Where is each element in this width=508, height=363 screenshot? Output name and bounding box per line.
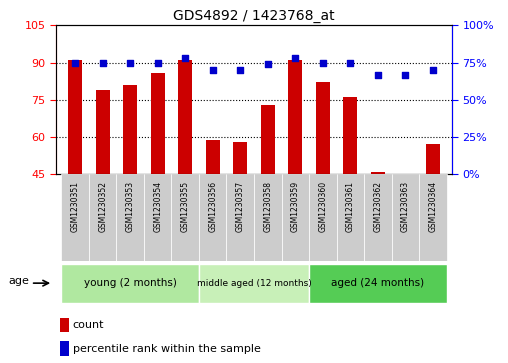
Text: percentile rank within the sample: percentile rank within the sample: [73, 343, 261, 354]
Bar: [96, 90, 110, 174]
Text: count: count: [73, 320, 104, 330]
Point: [236, 67, 244, 73]
Bar: [178, 60, 192, 174]
Bar: [261, 105, 275, 174]
Bar: [116, 174, 144, 261]
Bar: [206, 139, 219, 174]
Text: young (2 months): young (2 months): [84, 278, 177, 288]
Bar: [60, 342, 69, 356]
Text: GSM1230363: GSM1230363: [401, 181, 410, 232]
Title: GDS4892 / 1423768_at: GDS4892 / 1423768_at: [173, 9, 335, 23]
Bar: [426, 144, 440, 174]
Bar: [233, 142, 247, 174]
Text: GSM1230358: GSM1230358: [263, 181, 272, 232]
Point: [429, 67, 437, 73]
Text: GSM1230355: GSM1230355: [181, 181, 189, 232]
Point: [153, 60, 162, 65]
Bar: [371, 172, 385, 174]
Text: GSM1230352: GSM1230352: [98, 181, 107, 232]
Bar: [144, 174, 172, 261]
Point: [374, 72, 382, 77]
Point: [209, 67, 217, 73]
Bar: [171, 174, 199, 261]
Text: aged (24 months): aged (24 months): [331, 278, 424, 288]
Text: GSM1230359: GSM1230359: [291, 181, 300, 232]
Text: GSM1230354: GSM1230354: [153, 181, 162, 232]
Point: [181, 55, 189, 61]
Bar: [281, 174, 309, 261]
Bar: [61, 264, 199, 303]
Bar: [199, 264, 309, 303]
Bar: [61, 174, 89, 261]
Text: GSM1230362: GSM1230362: [373, 181, 383, 232]
Point: [319, 60, 327, 65]
Point: [264, 61, 272, 67]
Bar: [89, 174, 116, 261]
Text: GSM1230364: GSM1230364: [428, 181, 437, 232]
Bar: [199, 174, 227, 261]
Bar: [309, 174, 336, 261]
Bar: [343, 97, 357, 174]
Text: middle aged (12 months): middle aged (12 months): [197, 279, 311, 287]
Bar: [336, 174, 364, 261]
Point: [71, 60, 79, 65]
Bar: [364, 174, 392, 261]
Text: GSM1230357: GSM1230357: [236, 181, 245, 232]
Point: [126, 60, 134, 65]
Text: GSM1230361: GSM1230361: [346, 181, 355, 232]
Text: GSM1230353: GSM1230353: [125, 181, 135, 232]
Text: GSM1230351: GSM1230351: [71, 181, 80, 232]
Point: [346, 60, 355, 65]
Text: GSM1230356: GSM1230356: [208, 181, 217, 232]
Point: [401, 72, 409, 77]
Point: [291, 55, 299, 61]
Bar: [289, 60, 302, 174]
Bar: [392, 174, 419, 261]
Bar: [309, 264, 447, 303]
Bar: [68, 60, 82, 174]
Text: age: age: [8, 276, 29, 286]
Bar: [60, 318, 69, 332]
Bar: [227, 174, 254, 261]
Bar: [316, 82, 330, 174]
Point: [99, 60, 107, 65]
Bar: [254, 174, 281, 261]
Bar: [151, 73, 165, 174]
Bar: [123, 85, 137, 174]
Text: GSM1230360: GSM1230360: [319, 181, 327, 232]
Bar: [419, 174, 447, 261]
